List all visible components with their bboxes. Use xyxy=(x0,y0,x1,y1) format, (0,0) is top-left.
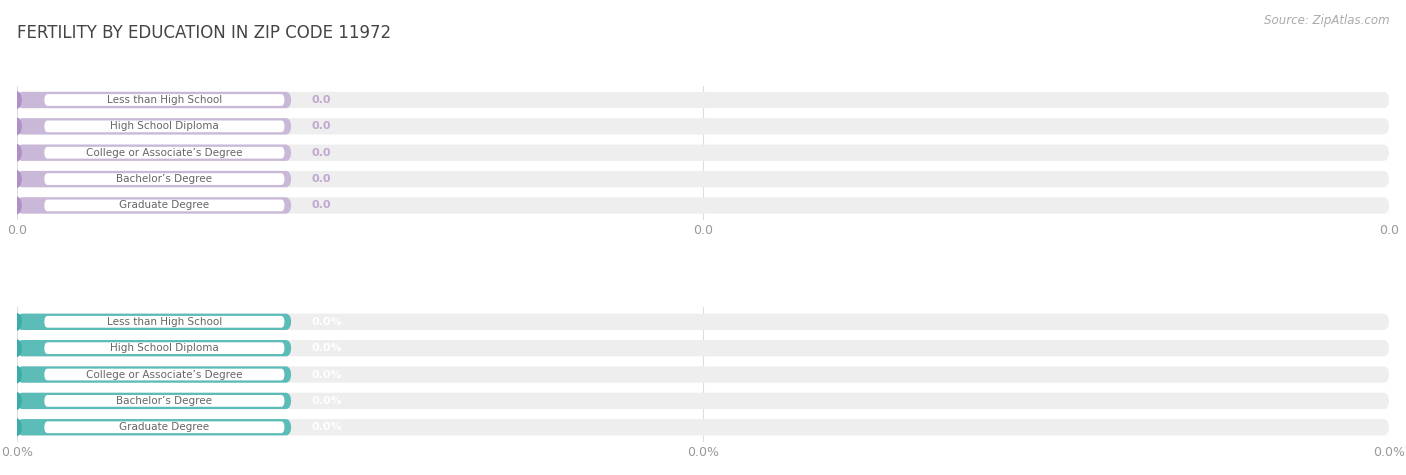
Text: FERTILITY BY EDUCATION IN ZIP CODE 11972: FERTILITY BY EDUCATION IN ZIP CODE 11972 xyxy=(17,24,391,42)
Circle shape xyxy=(13,197,21,214)
Text: 0.0: 0.0 xyxy=(312,200,332,210)
FancyBboxPatch shape xyxy=(17,171,1389,187)
FancyBboxPatch shape xyxy=(17,314,1389,330)
Text: Less than High School: Less than High School xyxy=(107,317,222,327)
Text: 0.0%: 0.0% xyxy=(312,396,343,406)
Text: Less than High School: Less than High School xyxy=(107,95,222,105)
FancyBboxPatch shape xyxy=(17,118,291,134)
Text: College or Associate’s Degree: College or Associate’s Degree xyxy=(86,148,243,158)
Circle shape xyxy=(13,92,21,108)
FancyBboxPatch shape xyxy=(17,340,291,356)
Circle shape xyxy=(13,340,21,356)
Circle shape xyxy=(13,393,21,409)
FancyBboxPatch shape xyxy=(45,369,284,380)
Text: Graduate Degree: Graduate Degree xyxy=(120,422,209,432)
FancyBboxPatch shape xyxy=(17,393,291,409)
Circle shape xyxy=(13,118,21,134)
Circle shape xyxy=(13,366,21,383)
FancyBboxPatch shape xyxy=(17,393,1389,409)
FancyBboxPatch shape xyxy=(45,421,284,433)
Text: 0.0: 0.0 xyxy=(312,121,332,132)
Text: High School Diploma: High School Diploma xyxy=(110,343,219,353)
FancyBboxPatch shape xyxy=(17,92,291,108)
Text: 0.0: 0.0 xyxy=(312,148,332,158)
Text: Source: ZipAtlas.com: Source: ZipAtlas.com xyxy=(1264,14,1389,27)
FancyBboxPatch shape xyxy=(45,342,284,354)
Circle shape xyxy=(13,144,21,161)
Circle shape xyxy=(13,419,21,436)
FancyBboxPatch shape xyxy=(45,147,284,159)
Circle shape xyxy=(13,314,21,330)
FancyBboxPatch shape xyxy=(17,171,291,187)
FancyBboxPatch shape xyxy=(45,121,284,132)
Circle shape xyxy=(13,171,21,187)
Text: 0.0%: 0.0% xyxy=(312,422,343,432)
Text: High School Diploma: High School Diploma xyxy=(110,121,219,132)
FancyBboxPatch shape xyxy=(17,366,291,383)
Text: College or Associate’s Degree: College or Associate’s Degree xyxy=(86,370,243,380)
FancyBboxPatch shape xyxy=(45,395,284,407)
FancyBboxPatch shape xyxy=(17,144,1389,161)
FancyBboxPatch shape xyxy=(17,197,291,214)
FancyBboxPatch shape xyxy=(17,419,1389,436)
Text: Graduate Degree: Graduate Degree xyxy=(120,200,209,210)
Text: 0.0%: 0.0% xyxy=(312,317,343,327)
FancyBboxPatch shape xyxy=(45,173,284,185)
FancyBboxPatch shape xyxy=(45,200,284,211)
FancyBboxPatch shape xyxy=(17,340,1389,356)
FancyBboxPatch shape xyxy=(45,94,284,106)
FancyBboxPatch shape xyxy=(17,197,1389,214)
FancyBboxPatch shape xyxy=(17,92,1389,108)
FancyBboxPatch shape xyxy=(17,118,1389,134)
Text: Bachelor’s Degree: Bachelor’s Degree xyxy=(117,174,212,184)
Text: 0.0: 0.0 xyxy=(312,95,332,105)
FancyBboxPatch shape xyxy=(17,144,291,161)
Text: Bachelor’s Degree: Bachelor’s Degree xyxy=(117,396,212,406)
Text: 0.0: 0.0 xyxy=(312,174,332,184)
Text: 0.0%: 0.0% xyxy=(312,370,343,380)
FancyBboxPatch shape xyxy=(17,419,291,436)
FancyBboxPatch shape xyxy=(17,366,1389,383)
Text: 0.0%: 0.0% xyxy=(312,343,343,353)
FancyBboxPatch shape xyxy=(45,316,284,328)
FancyBboxPatch shape xyxy=(17,314,291,330)
